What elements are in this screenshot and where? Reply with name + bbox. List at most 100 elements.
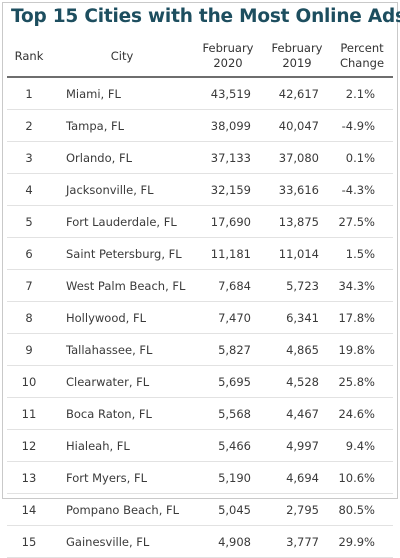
cities-table: Rank City February 2020 February 2019 Perc…	[7, 36, 393, 558]
cell-city: Clearwater, FL	[51, 365, 193, 398]
header-pct-line2: Change	[339, 56, 385, 70]
cell-feb2020: 37,133	[193, 141, 263, 174]
table-row: 13 Fort Myers, FL 5,190 4,694 10.6%	[7, 461, 393, 494]
table-row: 11 Boca Raton, FL 5,568 4,467 24.6%	[7, 397, 393, 430]
cell-pct: 10.6%	[331, 461, 393, 494]
cell-rank: 12	[7, 429, 51, 462]
cell-feb2019: 4,997	[263, 429, 331, 462]
cell-feb2019: 13,875	[263, 205, 331, 238]
cell-rank: 8	[7, 301, 51, 334]
cell-feb2019: 42,617	[263, 77, 331, 110]
header-feb-2020-line2: 2020	[213, 56, 243, 70]
table-row: 1 Miami, FL 43,519 42,617 2.1%	[7, 77, 393, 110]
cell-rank: 15	[7, 525, 51, 558]
cell-rank: 10	[7, 365, 51, 398]
cell-feb2020: 5,190	[193, 461, 263, 494]
cell-pct: -4.3%	[331, 173, 393, 206]
header-rank: Rank	[7, 36, 51, 78]
cell-rank: 4	[7, 173, 51, 206]
cell-city: Gainesville, FL	[51, 525, 193, 558]
header-pct-line1: Percent	[340, 41, 384, 55]
cell-feb2020: 7,470	[193, 301, 263, 334]
cell-feb2019: 3,777	[263, 525, 331, 558]
cell-city: Pompano Beach, FL	[51, 493, 193, 526]
cell-feb2019: 5,723	[263, 269, 331, 302]
cell-pct: 17.8%	[331, 301, 393, 334]
table-row: 3 Orlando, FL 37,133 37,080 0.1%	[7, 141, 393, 174]
header-percent-change: Percent Change	[331, 36, 393, 78]
cell-feb2019: 6,341	[263, 301, 331, 334]
cell-rank: 14	[7, 493, 51, 526]
cell-rank: 5	[7, 205, 51, 238]
cell-feb2020: 5,466	[193, 429, 263, 462]
table-row: 5 Fort Lauderdale, FL 17,690 13,875 27.5%	[7, 205, 393, 238]
cell-feb2020: 5,045	[193, 493, 263, 526]
cell-pct: -4.9%	[331, 109, 393, 142]
header-row: Rank City February 2020 February 2019 Perc…	[7, 36, 393, 78]
table-row: 14 Pompano Beach, FL 5,045 2,795 80.5%	[7, 493, 393, 526]
cell-pct: 1.5%	[331, 237, 393, 270]
cell-city: Boca Raton, FL	[51, 397, 193, 430]
cell-pct: 2.1%	[331, 77, 393, 110]
cell-feb2019: 40,047	[263, 109, 331, 142]
cell-city: Hialeah, FL	[51, 429, 193, 462]
cell-city: Saint Petersburg, FL	[51, 237, 193, 270]
cell-feb2020: 11,181	[193, 237, 263, 270]
table-row: 15 Gainesville, FL 4,908 3,777 29.9%	[7, 525, 393, 558]
cell-feb2019: 4,528	[263, 365, 331, 398]
table-row: 7 West Palm Beach, FL 7,684 5,723 34.3%	[7, 269, 393, 302]
table-row: 12 Hialeah, FL 5,466 4,997 9.4%	[7, 429, 393, 462]
cell-rank: 1	[7, 77, 51, 110]
cell-feb2020: 43,519	[193, 77, 263, 110]
cell-pct: 80.5%	[331, 493, 393, 526]
cell-pct: 25.8%	[331, 365, 393, 398]
cell-feb2019: 11,014	[263, 237, 331, 270]
cell-pct: 9.4%	[331, 429, 393, 462]
cell-feb2019: 4,694	[263, 461, 331, 494]
cell-rank: 13	[7, 461, 51, 494]
cell-feb2020: 7,684	[193, 269, 263, 302]
cell-city: Tampa, FL	[51, 109, 193, 142]
header-feb-2020-line1: February	[202, 41, 254, 55]
cell-feb2019: 4,467	[263, 397, 331, 430]
cell-feb2020: 38,099	[193, 109, 263, 142]
header-feb-2020: February 2020	[193, 36, 263, 78]
cell-rank: 7	[7, 269, 51, 302]
table-row: 9 Tallahassee, FL 5,827 4,865 19.8%	[7, 333, 393, 366]
cell-pct: 29.9%	[331, 525, 393, 558]
cell-city: Jacksonville, FL	[51, 173, 193, 206]
cell-rank: 6	[7, 237, 51, 270]
cell-feb2019: 4,865	[263, 333, 331, 366]
cell-pct: 24.6%	[331, 397, 393, 430]
cell-feb2020: 32,159	[193, 173, 263, 206]
cell-feb2020: 4,908	[193, 525, 263, 558]
cell-feb2019: 37,080	[263, 141, 331, 174]
cell-city: Fort Lauderdale, FL	[51, 205, 193, 238]
header-city: City	[51, 36, 193, 78]
cell-feb2019: 33,616	[263, 173, 331, 206]
table-row: 4 Jacksonville, FL 32,159 33,616 -4.3%	[7, 173, 393, 206]
cell-pct: 0.1%	[331, 141, 393, 174]
table-row: 6 Saint Petersburg, FL 11,181 11,014 1.5%	[7, 237, 393, 270]
cell-pct: 19.8%	[331, 333, 393, 366]
cell-rank: 9	[7, 333, 51, 366]
header-feb-2019-line2: 2019	[282, 56, 312, 70]
cell-pct: 27.5%	[331, 205, 393, 238]
cell-feb2020: 5,827	[193, 333, 263, 366]
header-feb-2019-line1: February	[271, 41, 323, 55]
cell-rank: 3	[7, 141, 51, 174]
cell-pct: 34.3%	[331, 269, 393, 302]
cell-feb2020: 5,695	[193, 365, 263, 398]
cell-rank: 11	[7, 397, 51, 430]
cell-feb2019: 2,795	[263, 493, 331, 526]
table-row: 10 Clearwater, FL 5,695 4,528 25.8%	[7, 365, 393, 398]
cell-city: Hollywood, FL	[51, 301, 193, 334]
cell-city: Fort Myers, FL	[51, 461, 193, 494]
chart-title: Top 15 Cities with the Most Online Ads	[11, 6, 400, 27]
cell-feb2020: 5,568	[193, 397, 263, 430]
table-row: 2 Tampa, FL 38,099 40,047 -4.9%	[7, 109, 393, 142]
cell-feb2020: 17,690	[193, 205, 263, 238]
cell-city: Miami, FL	[51, 77, 193, 110]
cell-city: Tallahassee, FL	[51, 333, 193, 366]
